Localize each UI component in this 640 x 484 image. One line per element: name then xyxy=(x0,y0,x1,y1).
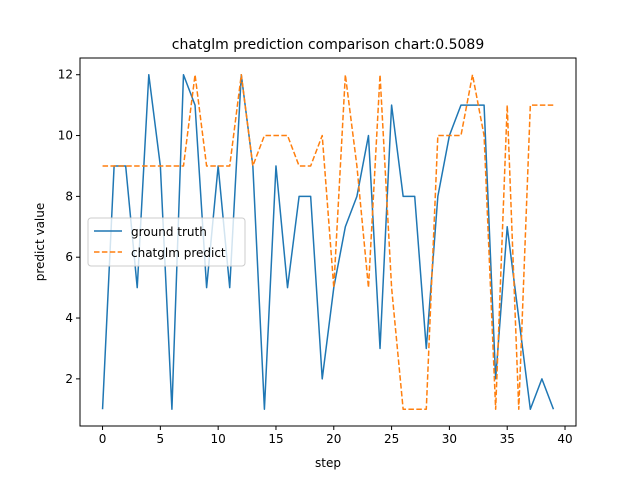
plot-frame xyxy=(79,57,577,427)
legend: ground truth chatglm predict xyxy=(87,217,246,267)
x-axis-label: step xyxy=(315,456,341,470)
x-tick-label: 35 xyxy=(500,432,515,446)
x-tick-label: 10 xyxy=(211,432,226,446)
legend-frame xyxy=(87,217,246,267)
x-tick-label: 30 xyxy=(442,432,457,446)
y-tick-label: 4 xyxy=(65,311,73,325)
x-tick-label: 20 xyxy=(326,432,341,446)
y-axis-label: predict value xyxy=(33,203,47,282)
x-axis: 0 5 10 15 20 25 30 35 40 xyxy=(99,426,573,446)
y-tick-label: 12 xyxy=(58,68,73,82)
y-axis: 2 4 6 8 10 12 xyxy=(58,68,80,386)
chart-title: chatglm prediction comparison chart:0.50… xyxy=(172,37,484,53)
x-tick-label: 15 xyxy=(268,432,283,446)
series-line-chatglm-predict xyxy=(102,73,554,411)
x-tick-label: 0 xyxy=(99,432,107,446)
x-tick-label: 5 xyxy=(157,432,165,446)
y-tick-label: 8 xyxy=(65,189,73,203)
x-tick-label: 25 xyxy=(384,432,399,446)
x-tick-label: 40 xyxy=(557,432,572,446)
legend-label-chatglm-predict: chatglm predict xyxy=(131,246,226,260)
legend-label-ground-truth: ground truth xyxy=(131,225,207,239)
y-tick-label: 6 xyxy=(65,250,73,264)
y-tick-label: 10 xyxy=(58,129,73,143)
y-tick-label: 2 xyxy=(65,372,73,386)
